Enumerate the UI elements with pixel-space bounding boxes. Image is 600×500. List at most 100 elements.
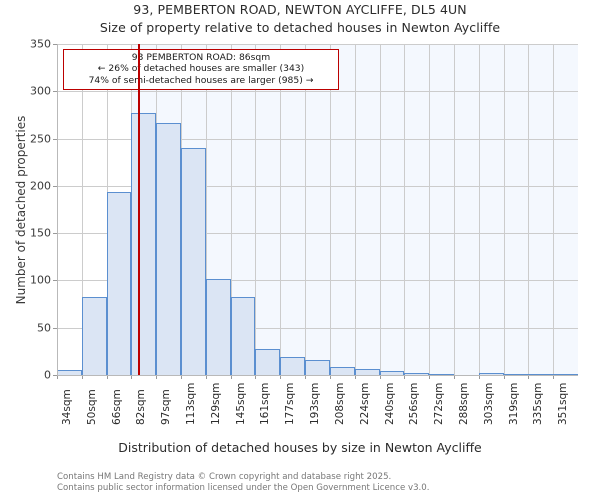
y-tick-label: 50 xyxy=(37,321,51,335)
x-tick-mark xyxy=(553,376,555,379)
x-tick-label: 97sqm xyxy=(160,389,173,425)
bar xyxy=(81,297,107,375)
gridline-vertical xyxy=(255,44,257,375)
bar xyxy=(379,371,405,375)
page-title: 93, PEMBERTON ROAD, NEWTON AYCLIFFE, DL5… xyxy=(133,2,467,17)
x-tick-mark xyxy=(280,376,282,379)
x-tick-mark xyxy=(404,376,406,379)
x-tick-label: 272sqm xyxy=(433,382,446,425)
property-annotation-box: 93 PEMBERTON ROAD: 86sqm ← 26% of detach… xyxy=(63,49,339,90)
x-tick-mark xyxy=(205,376,207,379)
x-tick-label: 335sqm xyxy=(532,382,545,425)
bar xyxy=(528,374,554,375)
gridline-vertical xyxy=(404,44,406,375)
x-tick-label: 161sqm xyxy=(259,382,272,425)
x-tick-mark xyxy=(503,376,505,379)
gridline-vertical xyxy=(528,44,530,375)
x-tick-mark xyxy=(106,376,108,379)
bar xyxy=(553,374,578,375)
footer-line-1: Contains HM Land Registry data © Crown c… xyxy=(57,472,392,482)
x-tick-mark xyxy=(354,376,356,379)
gridline-horizontal xyxy=(57,44,578,45)
bar xyxy=(478,373,504,375)
x-tick-label: 34sqm xyxy=(61,389,73,425)
gridline-vertical xyxy=(553,44,555,375)
bar xyxy=(280,357,306,375)
y-tick-mark xyxy=(53,91,57,93)
plot-area xyxy=(57,44,578,375)
gridline-horizontal xyxy=(57,233,578,235)
property-marker-line xyxy=(137,44,140,375)
bar xyxy=(404,373,430,375)
bar xyxy=(255,349,281,375)
bar xyxy=(305,359,330,375)
bar xyxy=(429,374,454,375)
x-tick-label: 129sqm xyxy=(209,382,222,425)
gridline-vertical xyxy=(230,44,232,375)
footer-line-2: Contains public sector information licen… xyxy=(57,483,430,493)
y-tick-label: 100 xyxy=(30,273,51,287)
bar xyxy=(205,279,231,375)
gridline-vertical xyxy=(81,44,83,375)
x-tick-label: 208sqm xyxy=(333,382,346,425)
gridline-horizontal xyxy=(57,280,578,282)
x-tick-label: 288sqm xyxy=(457,382,470,425)
gridline-vertical xyxy=(305,44,307,375)
x-tick-label: 224sqm xyxy=(358,382,371,425)
gridline-horizontal xyxy=(57,327,578,329)
x-tick-mark xyxy=(478,376,480,379)
x-tick-mark xyxy=(528,376,530,379)
x-tick-label: 113sqm xyxy=(185,382,198,425)
annotation-line-1: 93 PEMBERTON ROAD: 86sqm xyxy=(131,52,271,63)
bar xyxy=(329,367,355,375)
y-tick-mark xyxy=(53,233,57,235)
gridline-vertical xyxy=(429,44,431,375)
x-tick-label: 319sqm xyxy=(507,382,520,425)
bar xyxy=(131,113,157,375)
bar xyxy=(354,369,380,375)
y-tick-label: 200 xyxy=(30,179,51,193)
y-tick-mark xyxy=(53,375,57,376)
gridline-vertical xyxy=(453,44,455,375)
gridline-horizontal xyxy=(57,91,578,93)
gridline-vertical xyxy=(503,44,505,375)
y-tick-mark xyxy=(53,280,57,282)
x-tick-mark xyxy=(329,376,331,379)
gridline-vertical xyxy=(478,44,480,375)
x-tick-mark xyxy=(81,376,83,379)
x-tick-label: 351sqm xyxy=(557,382,570,425)
y-axis-label: Number of detached properties xyxy=(14,115,28,304)
gridline-horizontal xyxy=(57,138,578,140)
x-tick-mark xyxy=(305,376,307,379)
y-tick-label: 0 xyxy=(44,368,51,382)
bar xyxy=(230,296,256,375)
y-axis-line xyxy=(57,44,58,375)
x-tick-label: 303sqm xyxy=(482,382,495,425)
y-tick-mark xyxy=(53,138,57,140)
gridline-horizontal xyxy=(57,185,578,187)
x-tick-label: 256sqm xyxy=(408,382,421,425)
gridline-vertical xyxy=(280,44,282,375)
x-tick-mark xyxy=(255,376,257,379)
x-tick-mark xyxy=(181,376,183,379)
x-axis-label: Distribution of detached houses by size … xyxy=(118,440,482,455)
x-tick-label: 193sqm xyxy=(309,382,322,425)
x-tick-mark xyxy=(429,376,431,379)
x-tick-label: 50sqm xyxy=(85,389,98,425)
gridline-vertical xyxy=(379,44,381,375)
gridline-vertical xyxy=(354,44,356,375)
gridline-vertical xyxy=(329,44,331,375)
y-tick-label: 150 xyxy=(30,226,51,240)
bar xyxy=(503,374,529,375)
x-tick-label: 177sqm xyxy=(284,382,297,425)
y-tick-mark xyxy=(53,185,57,187)
x-tick-mark xyxy=(156,376,158,379)
y-tick-label: 250 xyxy=(30,132,51,146)
x-tick-mark xyxy=(453,376,455,379)
x-tick-mark xyxy=(57,376,58,379)
x-tick-label: 240sqm xyxy=(383,382,396,425)
x-tick-label: 145sqm xyxy=(234,382,247,425)
x-tick-mark xyxy=(131,376,133,379)
y-tick-mark xyxy=(53,327,57,329)
